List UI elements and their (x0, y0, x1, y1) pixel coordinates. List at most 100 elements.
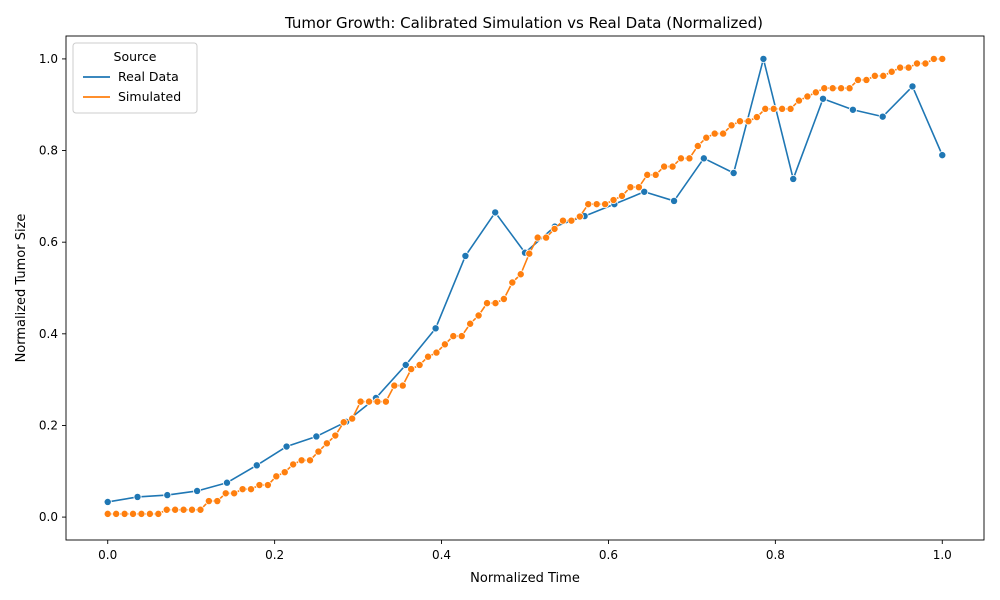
data-point-simulated (626, 183, 635, 192)
data-point-simulated (440, 340, 449, 349)
data-point-simulated (424, 352, 433, 361)
data-point-simulated (129, 509, 138, 518)
x-tick-label: 0.6 (599, 548, 618, 562)
data-point-simulated (314, 447, 323, 456)
data-point-simulated (289, 460, 298, 469)
data-point-simulated (601, 200, 610, 209)
y-tick-label: 0.2 (39, 418, 58, 432)
data-point-simulated (508, 278, 517, 287)
data-point-real-data (222, 478, 231, 487)
data-point-real-data (461, 251, 470, 260)
data-point-simulated (196, 505, 205, 514)
data-point-simulated (710, 129, 719, 138)
data-point-simulated (769, 104, 778, 113)
data-point-simulated (204, 497, 213, 506)
legend-label-real-data: Real Data (118, 69, 179, 84)
data-point-simulated (120, 509, 129, 518)
data-point-simulated (617, 191, 626, 200)
y-tick-label: 0.8 (39, 144, 58, 158)
data-point-simulated (525, 249, 534, 258)
data-point-simulated (592, 200, 601, 209)
data-point-real-data (193, 486, 202, 495)
data-point-simulated (474, 311, 483, 320)
data-point-real-data (163, 491, 172, 500)
data-point-simulated (238, 485, 247, 494)
data-point-real-data (103, 497, 112, 506)
y-tick-label: 0.6 (39, 235, 58, 249)
data-point-real-data (699, 154, 708, 163)
x-axis-label: Normalized Time (470, 571, 580, 586)
plot-area (65, 35, 985, 541)
data-point-real-data (819, 94, 828, 103)
series-real-data (103, 54, 947, 506)
data-point-simulated (263, 481, 272, 490)
data-point-simulated (735, 117, 744, 126)
data-point-simulated (398, 381, 407, 390)
data-point-simulated (676, 154, 685, 163)
axis-ticks: 0.0 0.2 0.4 0.6 0.8 1.0 0.0 0.2 0.4 0.6 0.8 1.0 (39, 52, 952, 562)
data-point-simulated (112, 509, 121, 518)
data-point-simulated (407, 365, 416, 374)
data-point-real-data (133, 492, 142, 501)
data-point-simulated (137, 509, 146, 518)
data-point-simulated (339, 418, 348, 427)
data-point-simulated (651, 170, 660, 179)
data-point-simulated (904, 63, 913, 72)
data-point-simulated (171, 505, 180, 514)
data-point-real-data (938, 151, 947, 160)
data-point-simulated (803, 92, 812, 101)
data-point-simulated (778, 104, 787, 113)
data-point-simulated (550, 224, 559, 233)
data-point-simulated (331, 431, 340, 440)
data-point-simulated (466, 319, 475, 328)
data-point-simulated (533, 233, 542, 242)
data-point-simulated (853, 75, 862, 84)
data-point-simulated (365, 397, 374, 406)
data-point-simulated (761, 104, 770, 113)
data-point-real-data (729, 168, 738, 177)
data-point-simulated (727, 121, 736, 130)
data-point-simulated (744, 117, 753, 126)
data-point-simulated (356, 397, 365, 406)
data-point-simulated (499, 294, 508, 303)
data-point-simulated (870, 71, 879, 80)
data-point-simulated (483, 299, 492, 308)
data-point-simulated (373, 397, 382, 406)
data-point-simulated (668, 162, 677, 171)
data-point-simulated (879, 71, 888, 80)
data-point-simulated (230, 489, 239, 498)
legend-label-simulated: Simulated (118, 89, 181, 104)
data-point-simulated (491, 299, 500, 308)
data-point-simulated (179, 505, 188, 514)
data-point-simulated (887, 67, 896, 76)
data-point-real-data (312, 432, 321, 441)
data-point-simulated (188, 505, 197, 514)
data-point-simulated (584, 200, 593, 209)
series-simulated (103, 54, 947, 518)
data-point-simulated (719, 129, 728, 138)
data-point-simulated (297, 456, 306, 465)
legend-box (72, 42, 198, 114)
data-point-real-data (759, 54, 768, 63)
x-tick-label: 0.2 (265, 548, 284, 562)
y-tick-label: 1.0 (39, 52, 58, 66)
data-point-real-data (908, 82, 917, 91)
data-point-simulated (609, 196, 618, 205)
series-layer (103, 54, 947, 518)
data-point-simulated (255, 481, 264, 490)
series-line-simulated (107, 58, 943, 515)
data-point-simulated (457, 332, 466, 341)
data-point-real-data (670, 196, 679, 205)
data-point-simulated (516, 270, 525, 279)
data-point-real-data (878, 112, 887, 121)
data-point-simulated (921, 59, 930, 68)
data-point-simulated (415, 360, 424, 369)
data-point-simulated (693, 141, 702, 150)
y-tick-label: 0.4 (39, 327, 58, 341)
data-point-simulated (685, 154, 694, 163)
data-point-simulated (221, 489, 230, 498)
data-point-real-data (491, 208, 500, 217)
data-point-simulated (567, 216, 576, 225)
data-point-simulated (929, 54, 938, 63)
